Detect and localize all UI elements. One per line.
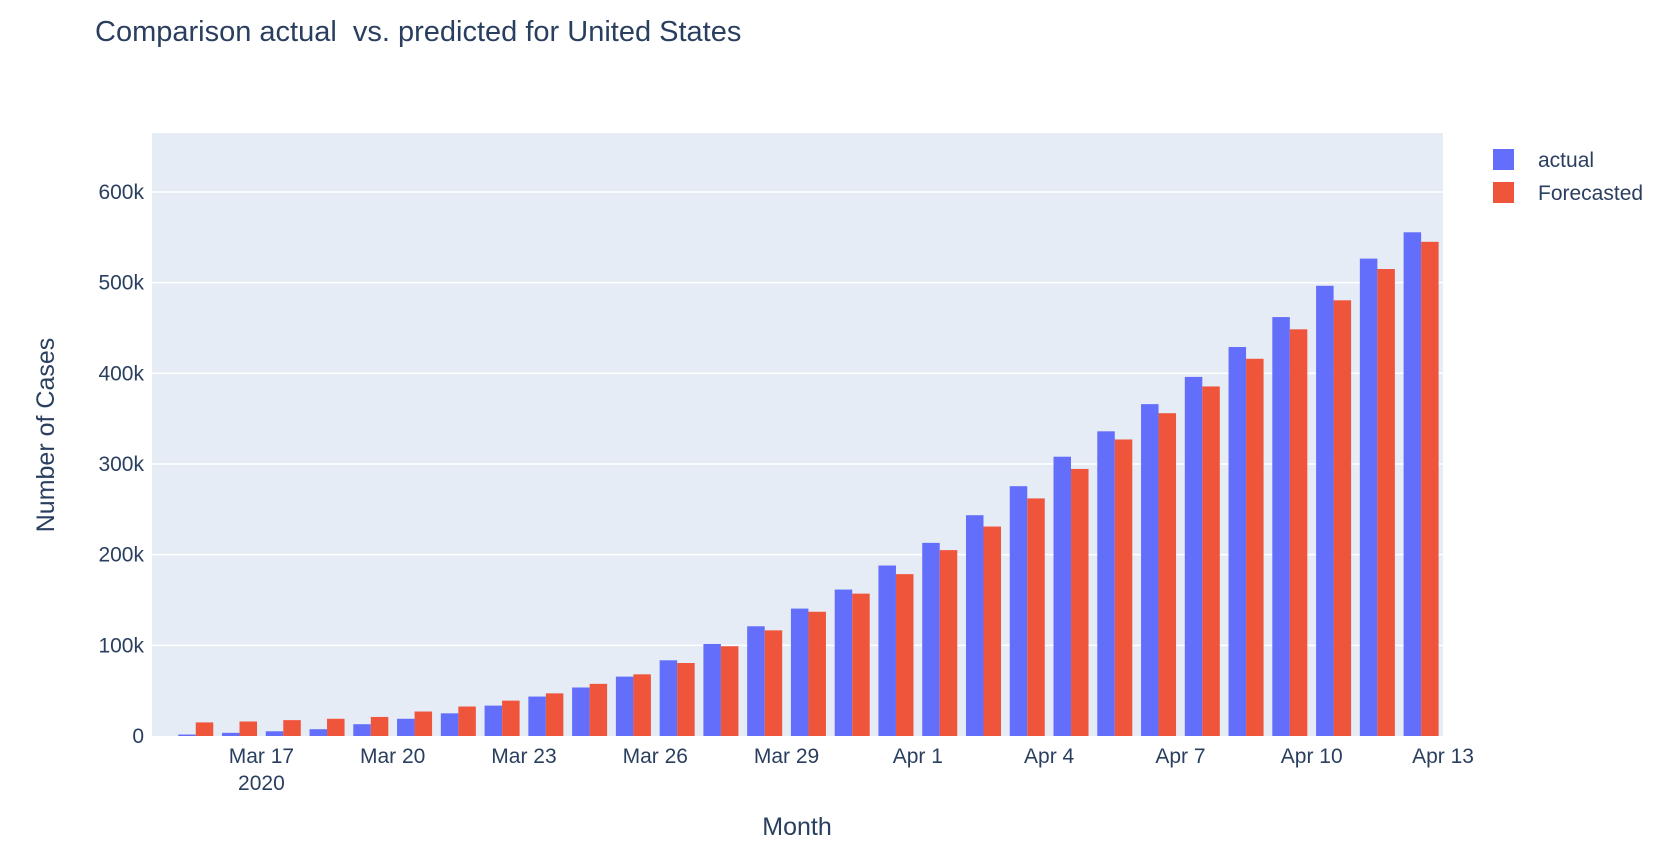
- bar-forecasted-2020-03-18[interactable]: [327, 718, 345, 736]
- bar-actual-2020-03-22[interactable]: [484, 705, 503, 736]
- legend-label-actual: actual: [1538, 149, 1594, 172]
- bar-forecasted-2020-04-08[interactable]: [1246, 358, 1264, 736]
- bar-actual-2020-03-26[interactable]: [659, 660, 678, 736]
- x-tick-label: Apr 4: [1024, 745, 1075, 768]
- x-axis-title: Month: [762, 813, 831, 841]
- x-tick-label: Mar 26: [623, 745, 688, 768]
- legend-item-forecasted[interactable]: Forecasted: [1493, 182, 1643, 205]
- bar-actual-2020-03-29[interactable]: [790, 608, 809, 736]
- bar-actual-2020-03-23[interactable]: [528, 696, 546, 736]
- bar-actual-2020-03-24[interactable]: [572, 687, 590, 736]
- y-tick-label: 100k: [98, 634, 144, 657]
- bar-actual-2020-04-10[interactable]: [1316, 285, 1334, 736]
- bar-actual-2020-04-09[interactable]: [1272, 317, 1290, 736]
- bar-forecasted-2020-04-04[interactable]: [1071, 468, 1089, 736]
- bar-forecasted-2020-03-23[interactable]: [545, 693, 564, 736]
- bar-forecasted-2020-03-17[interactable]: [283, 720, 301, 736]
- bar-actual-2020-03-16[interactable]: [222, 732, 240, 736]
- bar-forecasted-2020-03-25[interactable]: [633, 674, 651, 736]
- bar-forecasted-2020-03-27[interactable]: [720, 646, 739, 736]
- bar-actual-2020-03-30[interactable]: [834, 589, 853, 736]
- bar-forecasted-2020-04-05[interactable]: [1114, 439, 1133, 736]
- bar-actual-2020-04-01[interactable]: [922, 542, 940, 736]
- legend-label-forecasted: Forecasted: [1538, 182, 1643, 205]
- bar-actual-2020-04-06[interactable]: [1141, 404, 1159, 736]
- y-tick-label: 500k: [98, 272, 144, 295]
- legend-swatch-actual: [1493, 149, 1514, 170]
- y-tick-label: 600k: [98, 181, 144, 204]
- x-tick-label: Mar 20: [360, 745, 425, 768]
- bar-forecasted-2020-03-16[interactable]: [239, 721, 258, 736]
- bar-actual-2020-04-04[interactable]: [1053, 456, 1072, 736]
- bars: [178, 232, 1439, 737]
- chart-title: Comparison actual vs. predicted for Unit…: [95, 16, 742, 48]
- bar-actual-2020-03-19[interactable]: [353, 724, 371, 736]
- bar-forecasted-2020-03-20[interactable]: [414, 711, 433, 736]
- bar-actual-2020-03-28[interactable]: [747, 626, 765, 736]
- bar-actual-2020-04-12[interactable]: [1403, 232, 1422, 737]
- x-tick-sublabel: 2020: [238, 772, 285, 795]
- bar-actual-2020-03-25[interactable]: [615, 676, 634, 736]
- bar-forecasted-2020-03-21[interactable]: [458, 706, 476, 736]
- x-tick-label: Apr 1: [893, 745, 943, 768]
- x-axis-ticks: Mar 17 2020 Mar 20 Mar 23 Mar 26 Mar 29 Apr 1 A…: [229, 745, 1474, 795]
- y-axis-ticks: 0 100k 200k 300k 400k 500k 600k: [98, 181, 144, 748]
- y-tick-label: 200k: [98, 544, 144, 567]
- bar-actual-2020-03-17[interactable]: [265, 731, 284, 736]
- bar-forecasted-2020-04-09[interactable]: [1289, 329, 1308, 736]
- bar-actual-2020-04-08[interactable]: [1228, 346, 1247, 736]
- bar-forecasted-2020-04-07[interactable]: [1202, 386, 1220, 736]
- bar-forecasted-2020-04-06[interactable]: [1158, 413, 1177, 736]
- bar-actual-2020-04-02[interactable]: [965, 515, 984, 736]
- y-tick-label: 0: [132, 725, 144, 748]
- bar-actual-2020-04-11[interactable]: [1359, 258, 1378, 736]
- bar-forecasted-2020-03-22[interactable]: [502, 700, 520, 736]
- bar-actual-2020-03-20[interactable]: [397, 718, 415, 736]
- bar-actual-2020-03-27[interactable]: [703, 643, 721, 736]
- bar-forecasted-2020-03-24[interactable]: [589, 683, 608, 736]
- bar-forecasted-2020-03-30[interactable]: [852, 593, 870, 736]
- bar-forecasted-2020-04-01[interactable]: [939, 550, 958, 736]
- x-tick-label: Apr 10: [1281, 745, 1343, 768]
- bar-actual-2020-04-07[interactable]: [1184, 376, 1203, 736]
- legend[interactable]: actual Forecasted: [1493, 149, 1643, 205]
- y-tick-label: 300k: [98, 453, 144, 476]
- bar-forecasted-2020-04-03[interactable]: [1027, 498, 1045, 736]
- bar-actual-2020-03-15[interactable]: [178, 734, 196, 736]
- x-tick-label: Mar 29: [754, 745, 819, 768]
- bar-forecasted-2020-03-28[interactable]: [764, 630, 783, 736]
- bar-forecasted-2020-03-31[interactable]: [895, 574, 914, 736]
- bar-forecasted-2020-04-12[interactable]: [1421, 241, 1439, 737]
- x-tick-label: Mar 17: [229, 745, 294, 768]
- x-tick-label: Mar 23: [491, 745, 556, 768]
- bar-actual-2020-03-21[interactable]: [440, 713, 459, 736]
- bar-forecasted-2020-03-15[interactable]: [195, 722, 214, 736]
- x-tick-label: Apr 13: [1412, 745, 1474, 768]
- bar-actual-2020-03-18[interactable]: [309, 729, 328, 736]
- bar-actual-2020-04-03[interactable]: [1009, 486, 1028, 736]
- y-tick-label: 400k: [98, 362, 144, 385]
- bar-forecasted-2020-03-26[interactable]: [677, 663, 695, 736]
- bar-forecasted-2020-04-10[interactable]: [1333, 300, 1352, 736]
- legend-item-actual[interactable]: actual: [1493, 149, 1594, 172]
- y-axis-title: Number of Cases: [32, 338, 60, 533]
- bar-forecasted-2020-03-29[interactable]: [808, 611, 826, 736]
- x-tick-label: Apr 7: [1155, 745, 1205, 768]
- bar-forecasted-2020-04-02[interactable]: [983, 526, 1001, 736]
- bar-actual-2020-04-05[interactable]: [1097, 431, 1115, 736]
- legend-swatch-forecasted: [1493, 182, 1514, 203]
- bar-actual-2020-03-31[interactable]: [878, 565, 896, 736]
- bar-forecasted-2020-03-19[interactable]: [370, 716, 389, 736]
- bar-forecasted-2020-04-11[interactable]: [1377, 269, 1395, 736]
